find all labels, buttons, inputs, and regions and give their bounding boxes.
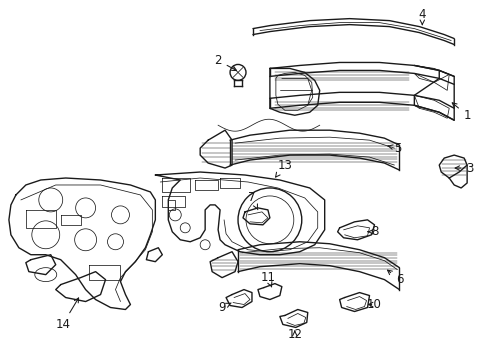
Text: 7: 7 <box>248 192 257 210</box>
Text: 4: 4 <box>418 8 425 24</box>
Text: 3: 3 <box>454 162 473 175</box>
Text: 5: 5 <box>387 141 400 155</box>
Text: 13: 13 <box>275 158 292 177</box>
Text: 10: 10 <box>366 298 381 311</box>
Text: 8: 8 <box>367 225 377 238</box>
Text: 11: 11 <box>260 271 275 287</box>
Text: 12: 12 <box>287 328 302 341</box>
Text: 6: 6 <box>387 270 402 286</box>
Text: 9: 9 <box>218 301 231 314</box>
Text: 1: 1 <box>451 103 470 122</box>
Text: 2: 2 <box>214 54 236 71</box>
Text: 14: 14 <box>55 298 79 331</box>
